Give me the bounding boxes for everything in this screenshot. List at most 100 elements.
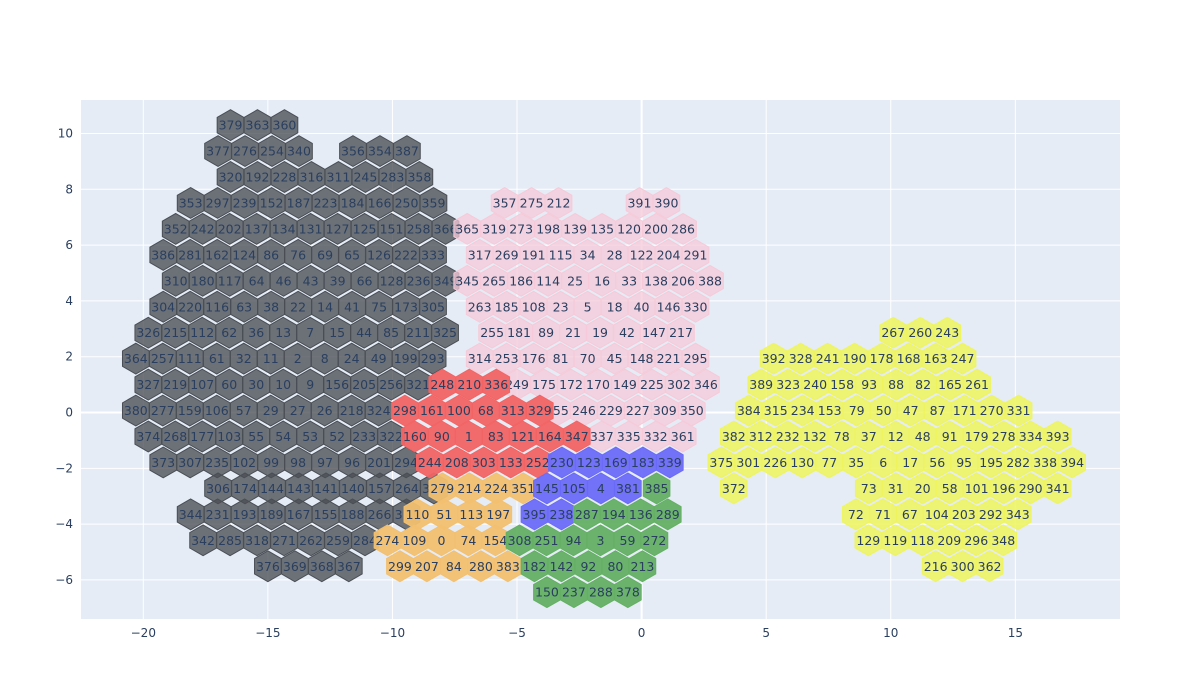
hex-label: 211 [406,325,430,340]
hex-shape [431,316,459,349]
hex-label: 65 [344,247,360,262]
hex-label: 225 [640,377,664,392]
hex-cell: 351 [509,472,538,505]
hex-label: 322 [379,429,403,444]
hex-label: 275 [520,195,544,210]
hex-cell: 186 [507,264,535,297]
x-tick-label: 10 [883,626,898,640]
hex-label: 90 [434,429,450,444]
hex-label: 354 [368,144,392,159]
hex-label: 76 [290,247,306,262]
hex-label: 176 [522,351,546,366]
hex-cell: 81 [546,342,575,375]
hex-label: 324 [367,403,391,418]
hex-label: 12 [888,429,904,444]
hex-label: 193 [233,507,257,522]
hex-label: 245 [353,170,377,185]
hex-cell: 291 [681,238,710,271]
hex-cell: 105 [560,472,588,505]
hex-label: 66 [357,273,373,288]
hex-cell: 220 [176,290,205,323]
hex-label: 34 [580,247,596,262]
hex-cell: 373 [149,446,178,479]
hex-label: 337 [590,429,614,444]
hex-label: 341 [1046,481,1070,496]
hex-label: 44 [356,325,372,340]
hex-label: 109 [403,533,427,548]
hex-label: 236 [407,273,431,288]
hex-shape [285,135,313,168]
hex-cell: 364 [121,342,150,375]
hex-cell: 71 [869,498,897,531]
hex-label: 156 [325,377,349,392]
hex-cell: 275 [517,186,546,219]
hex-label: 167 [287,507,311,522]
hex-cell: 289 [653,498,682,531]
hex-label: 241 [816,351,840,366]
hex-cell: 54 [269,420,298,453]
hex-label: 23 [553,299,569,314]
hex-shape [653,498,682,531]
hex-label: 16 [594,273,610,288]
hex-label: 268 [163,429,187,444]
hex-cell: 277 [148,394,177,427]
hex-cell: 267 [879,316,908,349]
hex-label: 81 [553,351,569,366]
hex-label: 287 [575,507,599,522]
hex-label: 56 [929,455,945,470]
hex-label: 320 [219,170,243,185]
hex-cell: 332 [641,420,670,453]
hex-cell: 375 [707,446,736,479]
x-tick-label: −15 [255,626,280,640]
hex-label: 73 [861,481,877,496]
x-tick-label: 0 [638,626,646,640]
x-tick-label: 15 [1008,626,1023,640]
hex-cell: 217 [667,316,695,349]
hex-cell: 306 [204,472,232,505]
hex-label: 352 [164,221,188,236]
hex-label: 18 [607,299,623,314]
hex-label: 366 [434,221,458,236]
hex-cell: 34 [573,238,602,271]
hex-label: 98 [290,455,306,470]
hex-cell: 56 [923,446,952,479]
hex-label: 259 [326,533,350,548]
hex-cell: 261 [963,368,991,401]
hex-cell: 87 [923,394,952,427]
y-tick-label: 10 [58,126,73,140]
hex-cell: 120 [615,212,643,245]
hex-label: 210 [457,377,481,392]
hex-label: 173 [394,299,418,314]
hex-label: 119 [883,533,907,548]
hex-label: 209 [937,533,961,548]
hex-shape [1043,420,1072,453]
hex-cell: 137 [242,212,271,245]
hex-cell: 149 [611,368,639,401]
hex-cell: 20 [908,472,937,505]
hex-cell: 95 [950,446,979,479]
hex-cell: 297 [203,186,232,219]
hex-cell: 369 [281,550,309,583]
hex-cell: 394 [1058,446,1086,479]
hex-cell: 321 [404,368,432,401]
hex-cell: 176 [519,342,548,375]
hex-cell: 209 [935,524,964,557]
hex-label: 364 [124,351,148,366]
hex-cell: 166 [365,186,394,219]
hex-shape [525,394,554,427]
hex-cell: 343 [1003,498,1032,531]
hex-label: 136 [629,507,653,522]
hex-label: 368 [310,559,334,574]
hex-label: 112 [190,325,214,340]
y-tick-label: 2 [65,350,73,364]
hex-cell: 333 [419,238,447,271]
hex-cell: 92 [574,550,603,583]
hex-cell: 178 [867,342,896,375]
hex-label: 311 [327,170,351,185]
hex-label: 282 [1006,455,1030,470]
hex-label: 262 [299,533,323,548]
hex-cell: 361 [668,420,697,453]
hex-label: 299 [388,559,412,574]
hex-label: 251 [535,533,559,548]
hex-label: 197 [486,507,510,522]
